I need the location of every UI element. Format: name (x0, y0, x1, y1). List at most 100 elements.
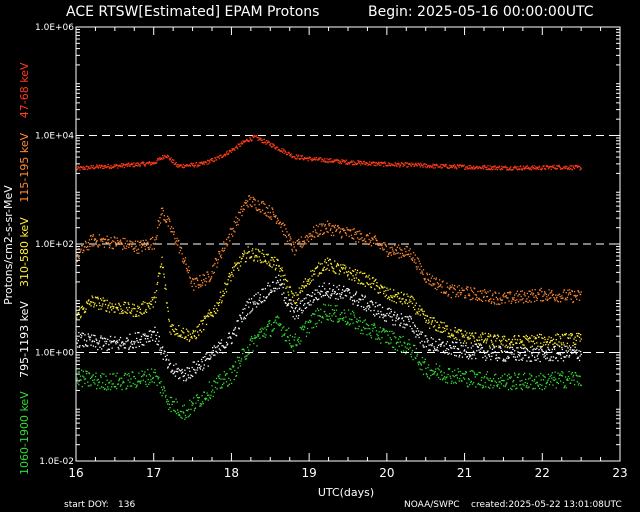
data-point (406, 254, 408, 256)
data-point (195, 285, 197, 288)
data-point (568, 289, 571, 291)
data-point (580, 338, 582, 340)
data-point (509, 168, 511, 170)
data-point (85, 242, 87, 244)
data-point (572, 374, 575, 376)
data-point (254, 335, 256, 337)
data-point (571, 168, 573, 171)
data-point (320, 229, 322, 232)
data-point (113, 236, 115, 238)
data-point (440, 164, 442, 166)
data-point (130, 163, 132, 165)
data-point (273, 328, 275, 330)
data-point (362, 163, 364, 165)
data-point (272, 281, 274, 283)
data-point (184, 414, 187, 417)
data-point (289, 154, 291, 156)
data-point (517, 334, 520, 337)
data-point (240, 318, 243, 320)
data-point (227, 279, 229, 281)
data-point (209, 354, 211, 356)
data-point (245, 358, 248, 360)
y-tick-label: 1.0E+00 (35, 349, 74, 359)
data-point (144, 333, 146, 335)
data-point (472, 345, 474, 347)
data-point (520, 384, 522, 386)
data-point (240, 143, 242, 145)
data-point (407, 295, 409, 297)
data-point (349, 267, 351, 269)
data-point (324, 160, 326, 162)
data-point (348, 324, 350, 326)
data-point (511, 353, 513, 355)
data-point (235, 335, 238, 337)
data-point (86, 301, 88, 303)
data-point (449, 164, 451, 166)
data-point (288, 327, 290, 329)
data-point (376, 313, 378, 315)
data-point (83, 346, 85, 348)
data-point (282, 275, 284, 277)
data-point (268, 294, 270, 296)
data-point (194, 330, 197, 332)
data-point (384, 330, 386, 332)
data-point (187, 164, 189, 166)
data-point (424, 163, 426, 165)
data-point (137, 162, 139, 164)
data-point (331, 231, 334, 234)
data-point (163, 219, 165, 221)
data-point (403, 255, 405, 257)
data-point (471, 298, 473, 301)
data-point (441, 286, 443, 288)
data-point (379, 338, 381, 340)
data-point (570, 382, 572, 384)
data-point (534, 356, 536, 358)
data-point (135, 386, 137, 388)
data-point (200, 403, 203, 405)
data-point (170, 371, 173, 373)
data-point (113, 340, 115, 342)
data-point (318, 309, 320, 312)
data-point (92, 297, 94, 299)
data-point (159, 273, 161, 275)
data-point (238, 328, 240, 330)
data-point (217, 310, 219, 312)
data-point (524, 167, 526, 169)
data-point (296, 294, 298, 296)
data-point (228, 275, 230, 278)
data-point (311, 158, 314, 160)
data-point (236, 262, 238, 264)
data-point (391, 163, 393, 165)
data-point (394, 336, 396, 338)
data-point (319, 293, 321, 296)
data-point (106, 389, 108, 391)
data-point (239, 256, 241, 258)
data-point (286, 280, 289, 282)
data-point (284, 340, 286, 342)
data-point (409, 347, 411, 349)
data-point (184, 337, 186, 339)
data-point (292, 316, 294, 318)
data-point (453, 347, 455, 349)
data-point (254, 199, 256, 201)
data-point (170, 333, 172, 335)
data-point (546, 165, 548, 167)
data-point (459, 351, 461, 353)
data-point (291, 156, 293, 159)
data-point (491, 348, 494, 350)
data-point (384, 295, 386, 298)
data-point (571, 379, 573, 381)
data-point (179, 414, 181, 417)
data-point (538, 293, 540, 295)
data-point (456, 341, 458, 344)
data-point (468, 293, 470, 295)
data-point (204, 356, 206, 358)
data-point (412, 252, 415, 254)
data-point (536, 166, 538, 169)
data-point (157, 220, 159, 222)
data-point (384, 331, 386, 333)
data-point (150, 244, 152, 246)
data-point (494, 351, 496, 353)
data-point (267, 140, 269, 142)
data-point (550, 381, 552, 383)
